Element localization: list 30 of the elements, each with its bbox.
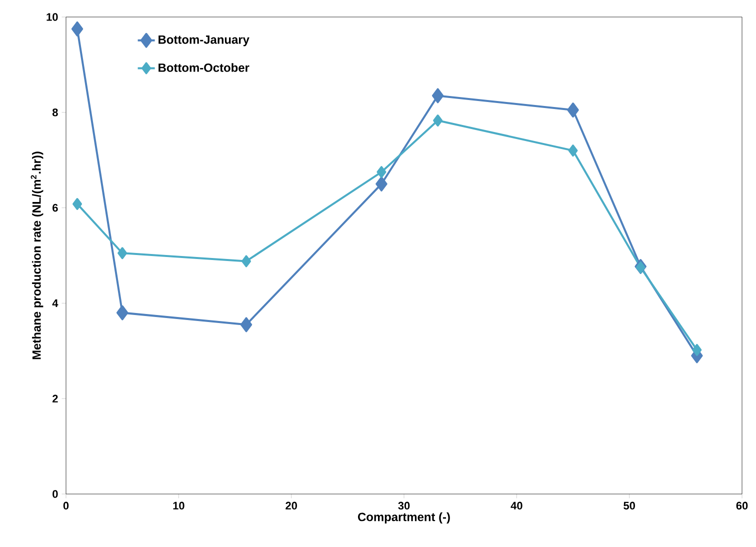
point [376,176,388,192]
point [116,305,128,320]
y-tick-label: 2 [52,394,58,402]
x-tick-label: 60 [736,502,748,510]
y-tick-label: 8 [52,108,58,116]
point [240,317,252,332]
y-tick-label: 0 [52,490,58,498]
x-tick-label: 50 [624,502,635,510]
point [72,198,82,210]
x-axis-title: Compartment (-) [358,512,450,524]
x-tick-label: 30 [398,502,410,510]
legend-label: Bottom-January [158,35,250,46]
point [71,21,84,36]
point [118,247,128,260]
x-tick-label: 10 [173,502,184,510]
point [242,255,252,268]
legend-label: Bottom-October [158,63,250,72]
point [692,344,702,356]
x-tick-label: 20 [286,502,297,510]
point [432,88,444,104]
y-tick-label: 6 [52,204,58,212]
y-tick-label: 4 [52,299,58,307]
y-axis-title: Methane production rate (NL/(m$^{2}$.hr)) [30,152,44,360]
x-tick-label: 40 [510,502,522,510]
y-tick-label: 10 [46,13,58,21]
point [568,144,578,157]
x-tick-label: 0 [63,502,69,510]
point [433,114,443,126]
point [567,102,579,118]
point [376,166,386,178]
